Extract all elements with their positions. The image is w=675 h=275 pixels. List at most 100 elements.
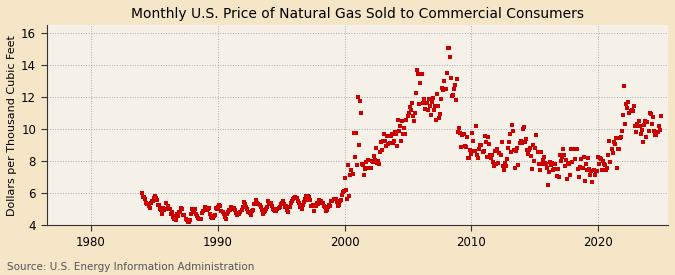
Point (522, 152, 533, 157)
Point (242, 207, 252, 211)
Point (164, 207, 175, 211)
Point (317, 200, 327, 205)
Point (580, 179, 591, 183)
Point (566, 147, 576, 151)
Point (261, 205, 272, 210)
Point (558, 152, 569, 157)
Point (421, 100, 432, 105)
Point (341, 188, 352, 193)
Point (466, 151, 477, 156)
Point (607, 151, 618, 155)
Title: Monthly U.S. Price of Natural Gas Sold to Commercial Consumers: Monthly U.S. Price of Natural Gas Sold t… (131, 7, 584, 21)
Point (390, 131, 401, 136)
Point (512, 146, 523, 150)
Point (504, 140, 514, 145)
Point (414, 81, 425, 86)
Point (541, 162, 551, 166)
Point (279, 205, 290, 209)
Point (182, 219, 193, 224)
Point (562, 177, 572, 181)
Point (629, 123, 640, 128)
Point (320, 205, 331, 209)
Point (369, 154, 379, 158)
Point (337, 192, 348, 197)
Point (583, 156, 593, 160)
Point (590, 169, 601, 173)
Point (475, 142, 486, 147)
Point (304, 195, 315, 199)
Point (436, 97, 447, 102)
Point (358, 163, 369, 167)
Point (161, 201, 172, 206)
Point (332, 204, 343, 208)
Point (298, 200, 309, 204)
Point (165, 212, 176, 217)
Point (141, 201, 152, 205)
Point (213, 205, 223, 209)
Point (195, 217, 206, 221)
Point (302, 198, 313, 202)
Point (192, 214, 202, 218)
Point (435, 112, 446, 117)
Point (271, 209, 282, 214)
Point (373, 162, 384, 167)
Point (329, 197, 340, 201)
Point (520, 137, 531, 142)
Point (528, 143, 539, 147)
Point (184, 220, 194, 224)
Point (178, 213, 189, 217)
Point (497, 164, 508, 169)
Point (349, 155, 360, 159)
Point (551, 174, 562, 178)
Point (254, 203, 265, 208)
Point (222, 209, 233, 214)
Point (378, 139, 389, 143)
Point (356, 111, 367, 115)
Point (152, 198, 163, 202)
Point (387, 141, 398, 145)
Point (270, 209, 281, 213)
Point (392, 144, 402, 148)
Point (169, 214, 180, 218)
Point (496, 139, 507, 144)
Point (510, 166, 520, 170)
Point (158, 206, 169, 211)
Point (328, 197, 339, 201)
Point (418, 100, 429, 105)
Point (639, 123, 649, 128)
Point (464, 148, 475, 152)
Point (386, 132, 397, 136)
Point (640, 119, 651, 123)
Point (580, 161, 591, 166)
Point (420, 107, 431, 111)
Point (626, 108, 637, 112)
Point (586, 169, 597, 173)
Point (244, 210, 255, 215)
Point (223, 208, 234, 212)
Point (522, 148, 533, 152)
Point (483, 135, 493, 139)
Point (431, 118, 441, 122)
Point (331, 200, 342, 204)
Point (610, 136, 621, 141)
Point (637, 128, 647, 132)
Point (334, 199, 345, 203)
Point (649, 128, 659, 133)
Point (595, 156, 606, 161)
Point (275, 202, 286, 207)
Point (324, 203, 335, 208)
Point (651, 130, 662, 134)
Point (565, 173, 576, 178)
Point (388, 139, 399, 144)
Point (656, 114, 667, 119)
Point (290, 195, 301, 199)
Point (307, 204, 318, 208)
Point (229, 206, 240, 210)
Point (597, 159, 608, 163)
Point (322, 208, 333, 212)
Point (530, 145, 541, 150)
Point (556, 159, 566, 163)
Point (162, 204, 173, 208)
Point (434, 116, 445, 120)
Point (137, 191, 148, 195)
